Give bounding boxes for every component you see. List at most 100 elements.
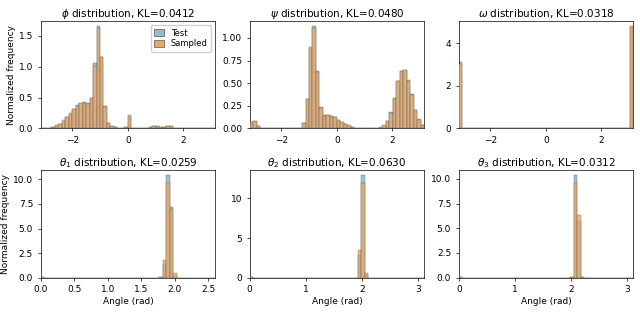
Bar bbox=[58, 124, 61, 128]
Bar bbox=[403, 70, 406, 128]
Bar bbox=[104, 107, 107, 128]
Bar bbox=[323, 115, 326, 128]
Bar bbox=[410, 94, 413, 128]
Bar bbox=[163, 127, 166, 128]
Bar bbox=[149, 127, 152, 128]
Bar bbox=[319, 107, 323, 128]
Bar bbox=[114, 127, 117, 128]
Bar bbox=[420, 125, 424, 128]
Bar bbox=[97, 28, 100, 128]
Bar bbox=[413, 110, 417, 128]
Y-axis label: Normalized frequency: Normalized frequency bbox=[1, 174, 10, 274]
Bar bbox=[93, 66, 97, 128]
Bar bbox=[365, 275, 368, 278]
Bar bbox=[65, 117, 68, 128]
Bar bbox=[399, 71, 403, 128]
Bar bbox=[152, 126, 156, 128]
Bar bbox=[51, 127, 54, 128]
Title: $\theta_3$ distribution, KL=0.0312: $\theta_3$ distribution, KL=0.0312 bbox=[477, 156, 615, 170]
Bar bbox=[630, 26, 633, 128]
Bar bbox=[330, 116, 333, 128]
Bar bbox=[72, 109, 76, 128]
Bar bbox=[305, 99, 309, 128]
Bar bbox=[393, 99, 396, 128]
Bar bbox=[393, 99, 396, 128]
Title: $\psi$ distribution, KL=0.0480: $\psi$ distribution, KL=0.0480 bbox=[269, 7, 404, 21]
Bar bbox=[386, 121, 389, 128]
Title: $\phi$ distribution, KL=0.0412: $\phi$ distribution, KL=0.0412 bbox=[61, 7, 195, 21]
Bar bbox=[382, 126, 386, 128]
Bar bbox=[51, 127, 54, 128]
Bar bbox=[58, 124, 61, 128]
Bar bbox=[577, 221, 580, 278]
Bar bbox=[319, 108, 323, 128]
Bar bbox=[159, 127, 163, 128]
Bar bbox=[570, 277, 574, 278]
Bar bbox=[337, 120, 340, 128]
Bar bbox=[253, 121, 257, 128]
Bar bbox=[166, 126, 170, 128]
Bar bbox=[630, 28, 633, 128]
Bar bbox=[574, 183, 577, 278]
Bar bbox=[389, 112, 393, 128]
Bar bbox=[417, 120, 420, 128]
Bar bbox=[72, 109, 76, 128]
Bar bbox=[61, 121, 65, 128]
Bar bbox=[54, 126, 58, 128]
Bar bbox=[323, 115, 326, 128]
Bar bbox=[156, 126, 159, 128]
Bar bbox=[410, 95, 413, 128]
Bar bbox=[312, 26, 316, 128]
Bar bbox=[76, 105, 79, 128]
Bar bbox=[386, 121, 389, 128]
Bar bbox=[406, 81, 410, 128]
Bar bbox=[90, 98, 93, 128]
Bar bbox=[159, 127, 163, 128]
Bar bbox=[459, 64, 462, 128]
Legend: Test, Sampled: Test, Sampled bbox=[150, 25, 211, 52]
Bar bbox=[83, 103, 86, 128]
Bar bbox=[107, 123, 111, 128]
Y-axis label: Normalized frequency: Normalized frequency bbox=[7, 25, 16, 125]
Bar bbox=[326, 115, 330, 128]
Bar bbox=[41, 277, 44, 278]
Bar bbox=[577, 215, 580, 278]
Bar bbox=[302, 123, 305, 128]
Bar bbox=[344, 124, 348, 128]
Bar bbox=[170, 126, 173, 128]
Bar bbox=[149, 127, 152, 128]
Bar bbox=[152, 126, 156, 128]
Bar bbox=[358, 255, 362, 278]
Bar bbox=[309, 47, 312, 128]
Bar bbox=[396, 81, 399, 128]
Bar bbox=[333, 117, 337, 128]
Bar bbox=[365, 273, 368, 278]
Bar bbox=[79, 103, 83, 128]
Bar bbox=[326, 115, 330, 128]
Bar bbox=[413, 110, 417, 128]
Bar bbox=[358, 250, 362, 278]
Bar bbox=[173, 275, 177, 278]
Bar bbox=[173, 273, 177, 278]
Bar bbox=[170, 207, 173, 278]
Bar bbox=[100, 57, 104, 128]
Bar bbox=[362, 183, 365, 278]
Bar bbox=[97, 26, 100, 128]
Bar bbox=[114, 127, 117, 128]
Bar bbox=[163, 264, 166, 278]
Bar bbox=[100, 57, 104, 128]
Bar bbox=[420, 125, 424, 128]
Bar bbox=[340, 122, 344, 128]
Bar bbox=[340, 122, 344, 128]
Title: $\theta_2$ distribution, KL=0.0630: $\theta_2$ distribution, KL=0.0630 bbox=[268, 156, 406, 170]
Bar bbox=[170, 209, 173, 278]
Bar bbox=[253, 121, 257, 128]
Bar bbox=[76, 105, 79, 128]
Bar bbox=[312, 28, 316, 128]
Bar bbox=[111, 126, 114, 128]
Bar bbox=[459, 63, 462, 128]
Bar bbox=[111, 126, 114, 128]
X-axis label: Angle (rad): Angle (rad) bbox=[312, 297, 362, 306]
Bar bbox=[250, 122, 253, 128]
Bar bbox=[86, 104, 90, 128]
